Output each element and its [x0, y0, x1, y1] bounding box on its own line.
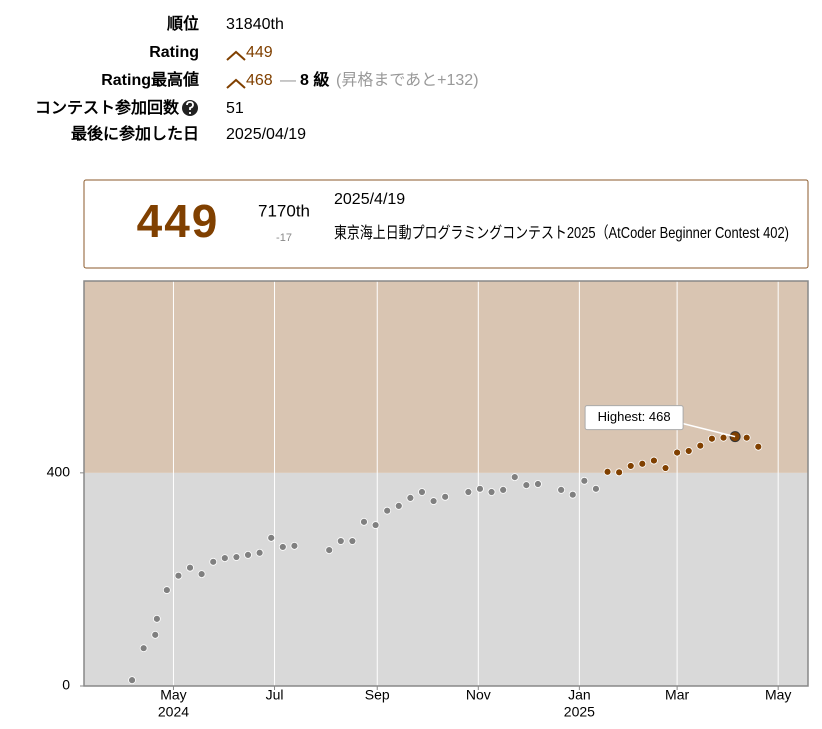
row-label: 順位 [166, 14, 199, 33]
rating-point [394, 501, 403, 510]
x-tick-label: May [765, 687, 791, 703]
row-value: 2025/04/19 [226, 126, 306, 143]
note: (昇格まであと+132) [336, 71, 479, 89]
plot-frame [83, 280, 809, 687]
rating-point [684, 447, 693, 455]
rating-point [139, 644, 148, 653]
rating-point [499, 485, 508, 494]
rating-point [708, 434, 716, 443]
rating-point [348, 537, 357, 545]
rating-icon [226, 50, 246, 61]
x-tick-label: May [160, 687, 186, 703]
rating-point [568, 490, 577, 499]
card-box [83, 179, 809, 269]
rating-point [232, 553, 241, 561]
help-icon-glyph [186, 101, 194, 114]
rating-point [534, 480, 542, 488]
rating-point [464, 488, 473, 496]
rating-point [418, 488, 426, 496]
row-value: 51 [226, 100, 244, 117]
rating-point [476, 484, 484, 493]
annotation-box [584, 405, 684, 431]
rating-point [244, 551, 252, 559]
row-value: 449 [246, 44, 273, 61]
rating-point [754, 442, 763, 451]
card-date: 2025/4/19 [334, 191, 405, 208]
rating-point [255, 548, 264, 557]
row-label: Rating最高値 [101, 70, 199, 89]
rating-point [371, 521, 380, 529]
rating-point [522, 481, 531, 489]
rating-point [626, 462, 635, 470]
row-label: 最後に参加した日 [71, 124, 199, 143]
x-tick-label: Jan [568, 687, 591, 703]
rating-band [84, 281, 808, 473]
rating-point [719, 433, 728, 442]
x-tick-label: Jul [266, 687, 284, 703]
rating-point [209, 557, 218, 566]
row-label: Rating [149, 44, 199, 61]
rating-point [742, 433, 751, 442]
rating-point [580, 476, 589, 485]
x-tick-year: 2024 [158, 704, 189, 720]
rating-point [592, 484, 600, 493]
rating-point [429, 497, 438, 505]
x-tick-label: Nov [466, 687, 491, 703]
card-contest: 東京海上日動プログラミングコンテスト2025（AtCoder Beginner … [334, 224, 789, 242]
rating-point [267, 533, 276, 542]
rating-point [696, 441, 705, 450]
rating-point [557, 485, 566, 494]
x-tick-label: Sep [365, 687, 390, 703]
card-diff: -17 [276, 232, 292, 244]
rating-point [174, 571, 183, 580]
rating-icon [226, 78, 246, 89]
rating-point [290, 541, 299, 550]
rating-point [152, 614, 161, 623]
y-tick-label: 400 [47, 464, 71, 480]
rating-point [661, 464, 670, 472]
rating-point [128, 676, 136, 685]
rating-point [487, 488, 496, 496]
y-tick-label: 0 [62, 677, 70, 693]
profile-table: 順位 31840th Rating 449 Rating最高値 468 — 8 … [35, 14, 479, 143]
card-rank: 7170th [258, 201, 310, 220]
row-value: 31840th [226, 16, 284, 33]
annotation-leader [678, 421, 736, 438]
row-label: コンテスト参加回数 [35, 98, 180, 117]
rating-point [197, 570, 206, 578]
separator: — [280, 72, 296, 89]
rating-point [383, 506, 392, 515]
rating-point [151, 630, 160, 639]
rating-point [603, 467, 612, 476]
rating-point [186, 563, 194, 572]
rating-point [441, 492, 450, 501]
grade: 8 級 [300, 70, 329, 89]
rating-band [84, 472, 808, 686]
rating-point [220, 554, 229, 563]
contest-card: 449 7170th -17 2025/4/19 東京海上日動プログラミングコン… [83, 179, 809, 269]
rating-point [325, 546, 334, 555]
annotation-text: Highest: 468 [598, 409, 671, 424]
x-tick-label: Mar [665, 687, 689, 703]
rating-point [278, 543, 287, 551]
rating-point [360, 517, 368, 526]
rating-point [638, 459, 647, 468]
rating-point [510, 473, 519, 482]
rating-point [615, 468, 624, 477]
row-value: 468 [246, 72, 273, 89]
rating-point [406, 493, 415, 502]
rating-point [650, 456, 658, 465]
card-rating: 449 [137, 195, 220, 247]
x-tick-year: 2025 [564, 704, 595, 720]
rating-point [336, 537, 345, 545]
rating-point [162, 586, 171, 594]
rating-point [673, 448, 682, 457]
